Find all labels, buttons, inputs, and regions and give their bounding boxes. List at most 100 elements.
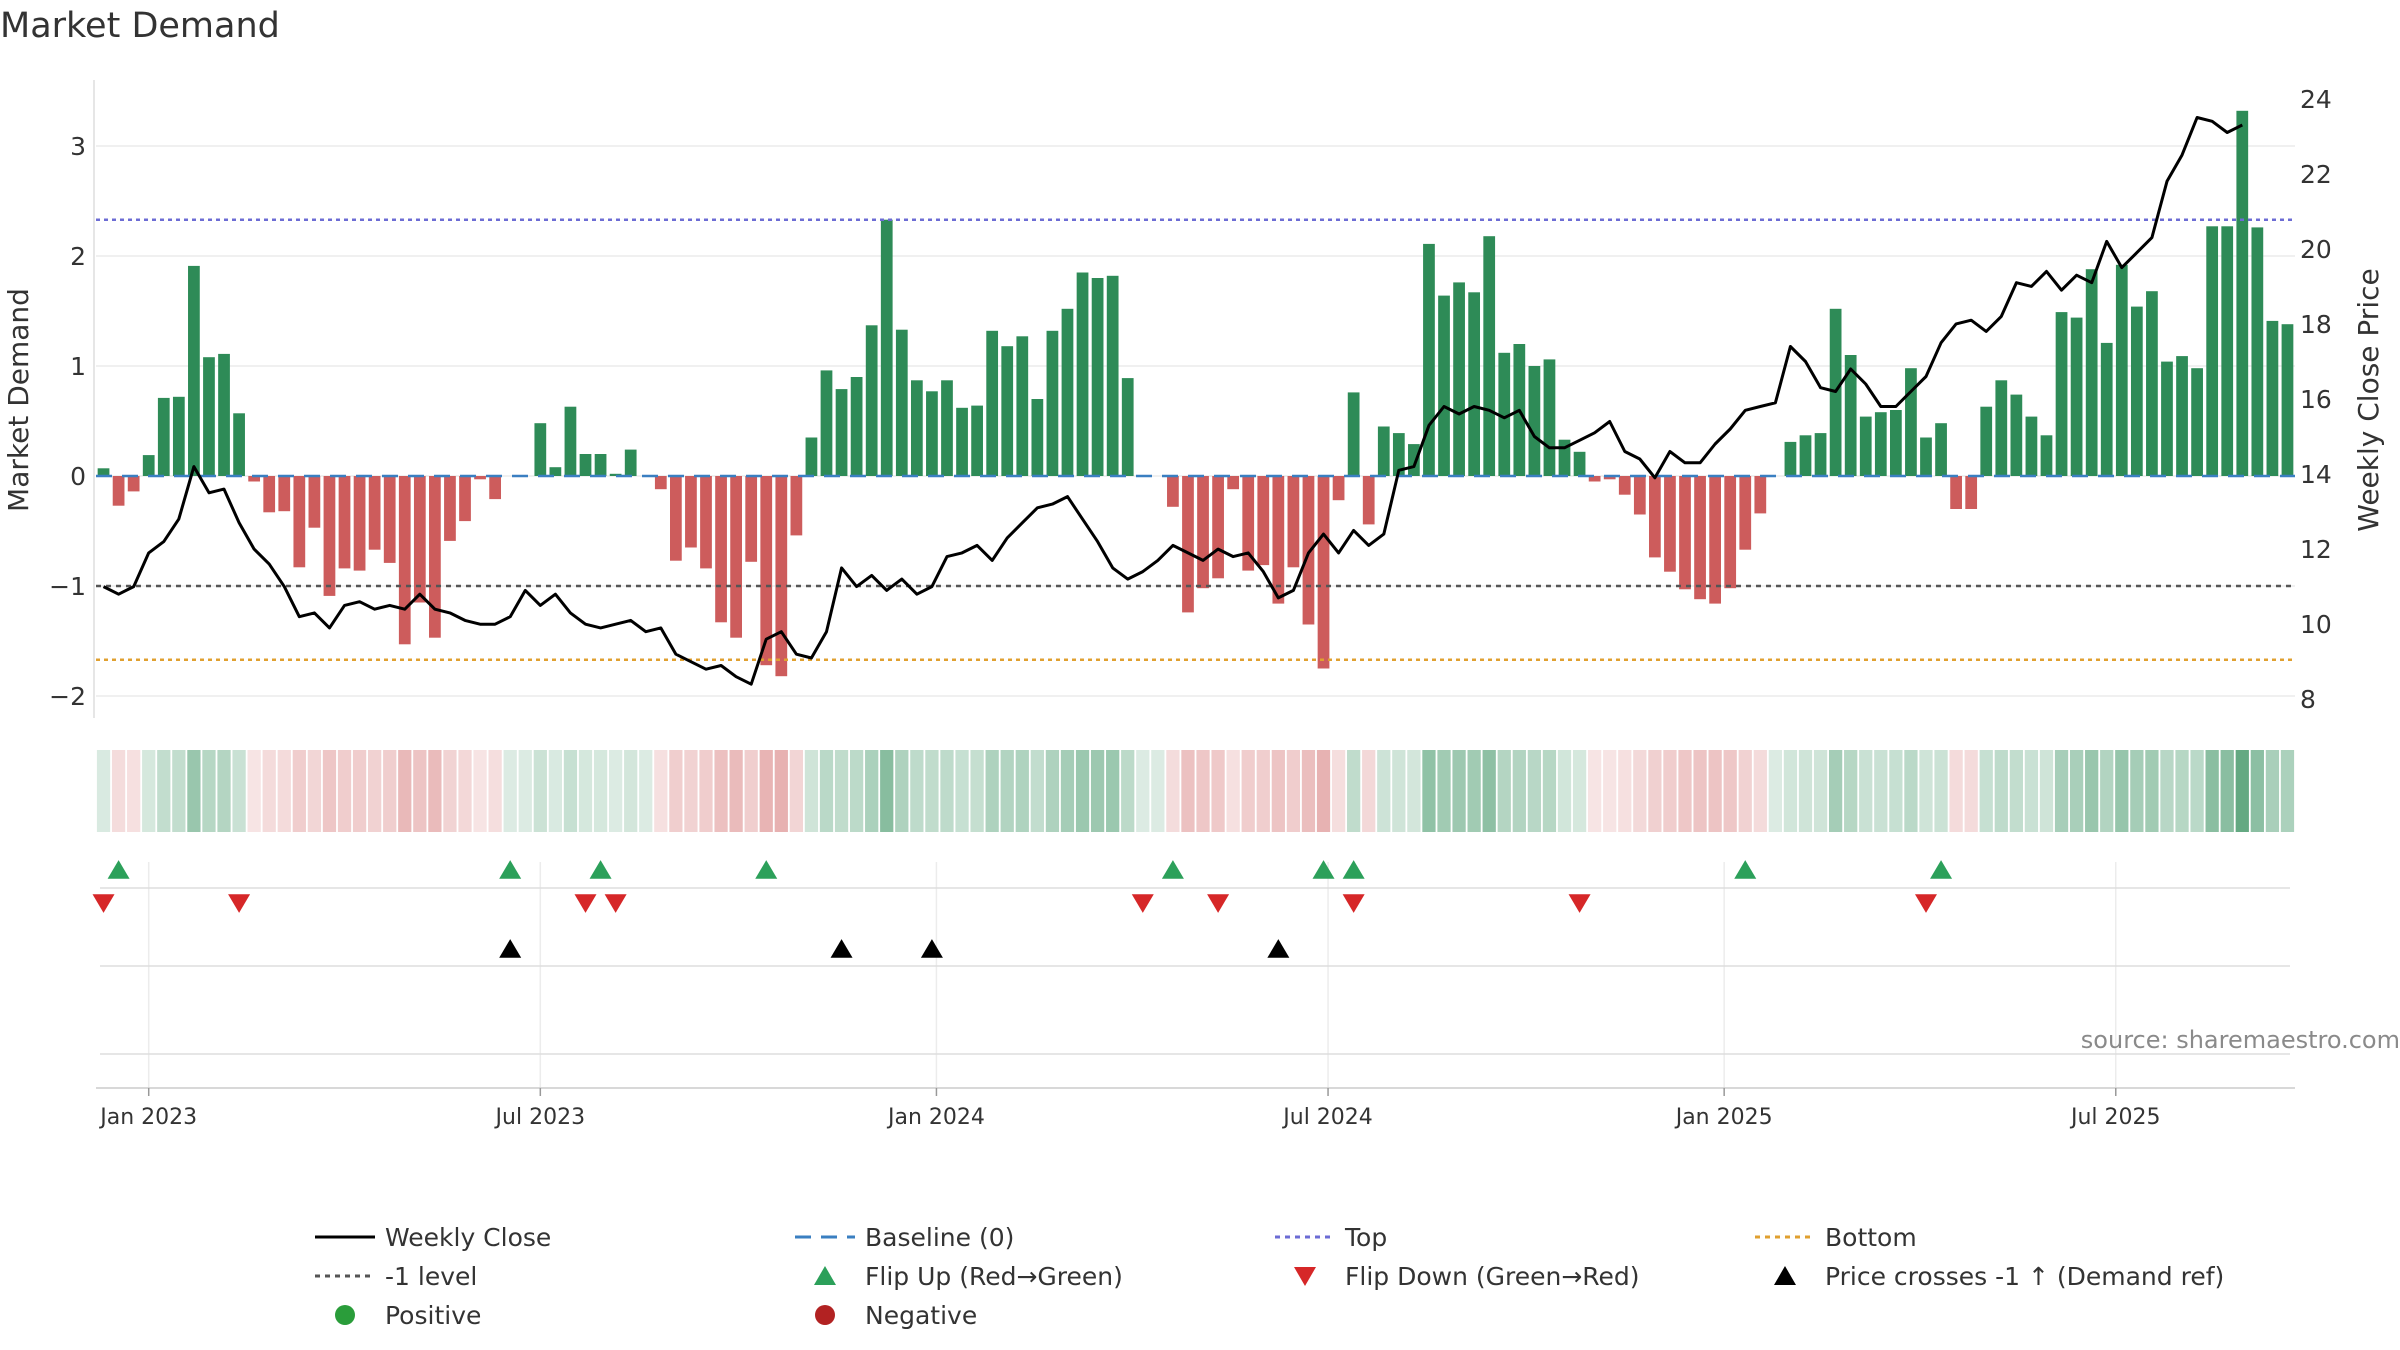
price-cross-marker (499, 939, 522, 958)
demand-bar (1468, 292, 1481, 476)
heat-cell (217, 750, 231, 832)
y-left-tick-label: 2 (70, 242, 86, 271)
demand-bar (1212, 476, 1224, 579)
demand-bar (1438, 295, 1450, 476)
demand-bar (1287, 476, 1300, 568)
legend-label: Top (1344, 1223, 1387, 1252)
heat-cell (1844, 750, 1858, 832)
demand-bar (534, 423, 547, 476)
heat-cell (1362, 750, 1376, 832)
heat-cell (1467, 750, 1481, 832)
heat-cell (1437, 750, 1451, 832)
heat-cell (443, 750, 457, 832)
y-left-tick-label: 3 (70, 132, 86, 161)
heat-cell (1075, 750, 1090, 832)
signal-markers-panel (92, 860, 2290, 1088)
heat-cell (1783, 750, 1798, 832)
heat-cell (578, 750, 593, 832)
demand-bar (1950, 476, 1962, 509)
demand-bar (293, 476, 306, 568)
y-right-tick-label: 20 (2300, 235, 2332, 264)
heat-cell (1633, 750, 1647, 832)
legend: Weekly Close Baseline (0) Top Bottom -1 leve… (315, 1223, 2224, 1330)
y-right-tick-label: 18 (2300, 310, 2332, 339)
x-tick-label: Jan 2025 (1674, 1105, 1773, 1130)
flip-down-marker (1342, 894, 1365, 913)
heat-cell (1030, 750, 1044, 832)
heat-cell (593, 750, 608, 832)
heat-cell (1994, 750, 2008, 832)
flip-up-marker (589, 860, 612, 879)
demand-bar (1558, 439, 1571, 476)
heat-cell (172, 750, 186, 832)
demand-bar (1257, 476, 1270, 566)
heat-cell (1482, 750, 1496, 832)
y-right-tick-label: 8 (2300, 685, 2316, 714)
heat-cell (639, 750, 653, 832)
heat-cell (2280, 750, 2295, 832)
heat-cell (1828, 750, 1843, 832)
demand-bar (1317, 476, 1330, 669)
demand-bar (323, 476, 336, 596)
demand-bar (459, 476, 471, 522)
x-tick-label: Jul 2023 (494, 1105, 586, 1130)
heat-cell (111, 750, 126, 832)
legend-label: Positive (385, 1301, 481, 1330)
heat-cell (1407, 750, 1421, 832)
x-tick-label: Jul 2025 (2069, 1105, 2161, 1130)
heat-cell (2054, 750, 2069, 832)
demand-bar (1332, 476, 1345, 501)
demand-bar (2085, 269, 2098, 476)
heat-cell (1874, 750, 1888, 832)
heat-cell (187, 750, 201, 832)
demand-bar (715, 476, 727, 623)
heat-cell (1708, 750, 1722, 832)
demand-bar (1302, 476, 1315, 625)
price-cross-marker (920, 939, 943, 958)
demand-bar (1709, 476, 1722, 604)
heat-cell (940, 750, 954, 832)
heat-cell (488, 750, 502, 832)
heat-cell (2145, 750, 2159, 832)
heat-cell (96, 750, 111, 832)
flip-up-marker (1734, 860, 1757, 879)
grid-lines (96, 145, 2295, 697)
heat-cell (127, 750, 141, 832)
demand-bar (624, 449, 637, 476)
heat-cell (1934, 750, 1948, 832)
demand-bar (1664, 476, 1676, 572)
x-tick-label: Jan 2023 (98, 1105, 197, 1130)
flip-up-marker (1312, 860, 1335, 879)
demand-bar (2236, 110, 2249, 477)
heat-cell (1377, 750, 1391, 832)
demand-bar (127, 476, 140, 492)
heat-cell (1000, 750, 1014, 832)
heat-cell (1557, 750, 1572, 832)
demand-bar (895, 329, 908, 476)
heat-cell (262, 750, 276, 832)
heat-cell (548, 750, 563, 832)
heat-cell (1753, 750, 1767, 832)
heat-cell (277, 750, 291, 832)
heat-cell (2205, 750, 2219, 832)
heat-cell (1889, 750, 1903, 832)
flip-down-marker (1207, 894, 1230, 913)
legend-label: Negative (865, 1301, 977, 1330)
demand-bar (353, 476, 366, 571)
y-right-tick-label: 14 (2300, 460, 2332, 489)
demand-bar (805, 437, 818, 476)
demand-bar (2025, 416, 2038, 476)
heat-cell (232, 750, 246, 832)
heat-cell (1798, 750, 1813, 832)
reference-lines (96, 218, 2295, 661)
heat-cell (1226, 750, 1240, 832)
heat-cell (398, 750, 412, 832)
demand-bar (188, 265, 200, 476)
demand-bar (1814, 433, 1827, 476)
demand-bar (760, 476, 773, 666)
demand-bar (1649, 476, 1661, 558)
demand-bar (1784, 441, 1797, 476)
heat-cell (1979, 750, 1993, 832)
heat-cell (1347, 750, 1361, 832)
